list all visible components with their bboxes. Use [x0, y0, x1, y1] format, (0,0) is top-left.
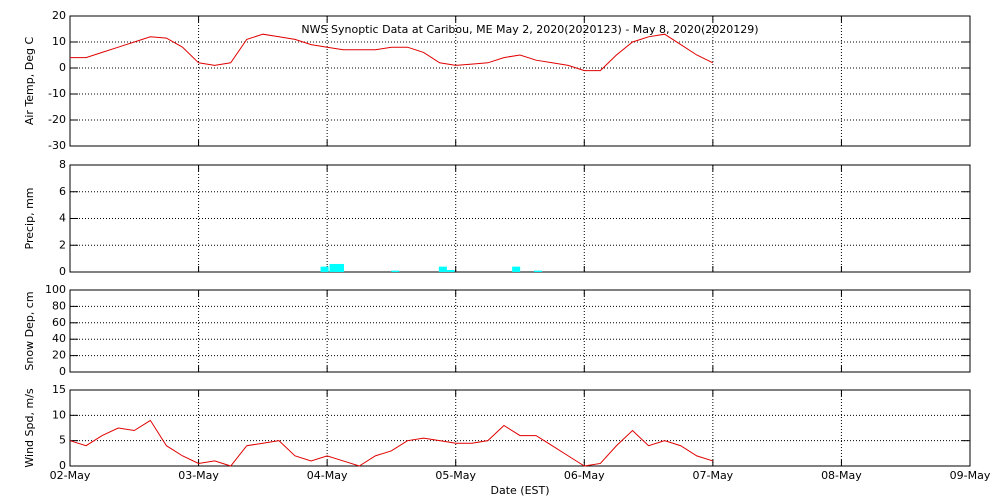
x-tick-label: 08-May: [821, 469, 862, 482]
y-tick-label: -30: [48, 139, 66, 152]
x-tick-label: 02-May: [50, 469, 91, 482]
plot-frame: [69, 289, 971, 373]
x-tick-label: 03-May: [178, 469, 219, 482]
y-axis-label: Wind Spd, m/s: [23, 388, 36, 468]
y-tick-label: 0: [59, 459, 66, 472]
y-tick-label: 0: [59, 365, 66, 378]
y-tick-label: 2: [59, 238, 66, 251]
y-tick-label: 60: [52, 316, 66, 329]
bar: [320, 266, 329, 272]
y-tick-label: 10: [52, 35, 66, 48]
bar: [446, 269, 455, 272]
y-tick-label: 20: [52, 9, 66, 22]
y-tick-label: 4: [59, 212, 66, 225]
x-tick-label: 04-May: [307, 469, 348, 482]
y-tick-label: 15: [52, 383, 66, 396]
bar: [329, 263, 338, 272]
x-tick-label: 09-May: [950, 469, 991, 482]
plot-frame: [69, 15, 971, 147]
plot-frame: [69, 389, 971, 467]
y-tick-label: -10: [48, 87, 66, 100]
y-tick-label: 40: [52, 332, 66, 345]
y-tick-label: 8: [59, 158, 66, 171]
bar: [391, 270, 400, 272]
y-axis-label: Snow Dep, cm: [23, 291, 36, 370]
y-tick-label: 6: [59, 185, 66, 198]
y-tick-label: -20: [48, 113, 66, 126]
y-tick-label: 80: [52, 299, 66, 312]
y-tick-label: 10: [52, 408, 66, 421]
y-tick-label: 0: [59, 265, 66, 278]
x-tick-label: 05-May: [435, 469, 476, 482]
y-axis-label: Air Temp, Deg C: [23, 37, 36, 126]
chart-title: NWS Synoptic Data at Caribou, ME May 2, …: [301, 23, 758, 36]
x-tick-label: 07-May: [692, 469, 733, 482]
line-series: [70, 33, 714, 72]
bar: [512, 266, 521, 272]
bar: [335, 263, 345, 272]
line-series: [69, 419, 714, 467]
x-tick-label: 06-May: [564, 469, 605, 482]
x-axis-label: Date (EST): [490, 484, 549, 497]
y-tick-label: 100: [45, 283, 66, 296]
bar: [533, 270, 543, 272]
y-tick-label: 20: [52, 349, 66, 362]
y-tick-label: 0: [59, 61, 66, 74]
bar: [438, 266, 447, 272]
y-tick-label: 5: [59, 434, 66, 447]
y-axis-label: Precip, mm: [23, 188, 36, 250]
